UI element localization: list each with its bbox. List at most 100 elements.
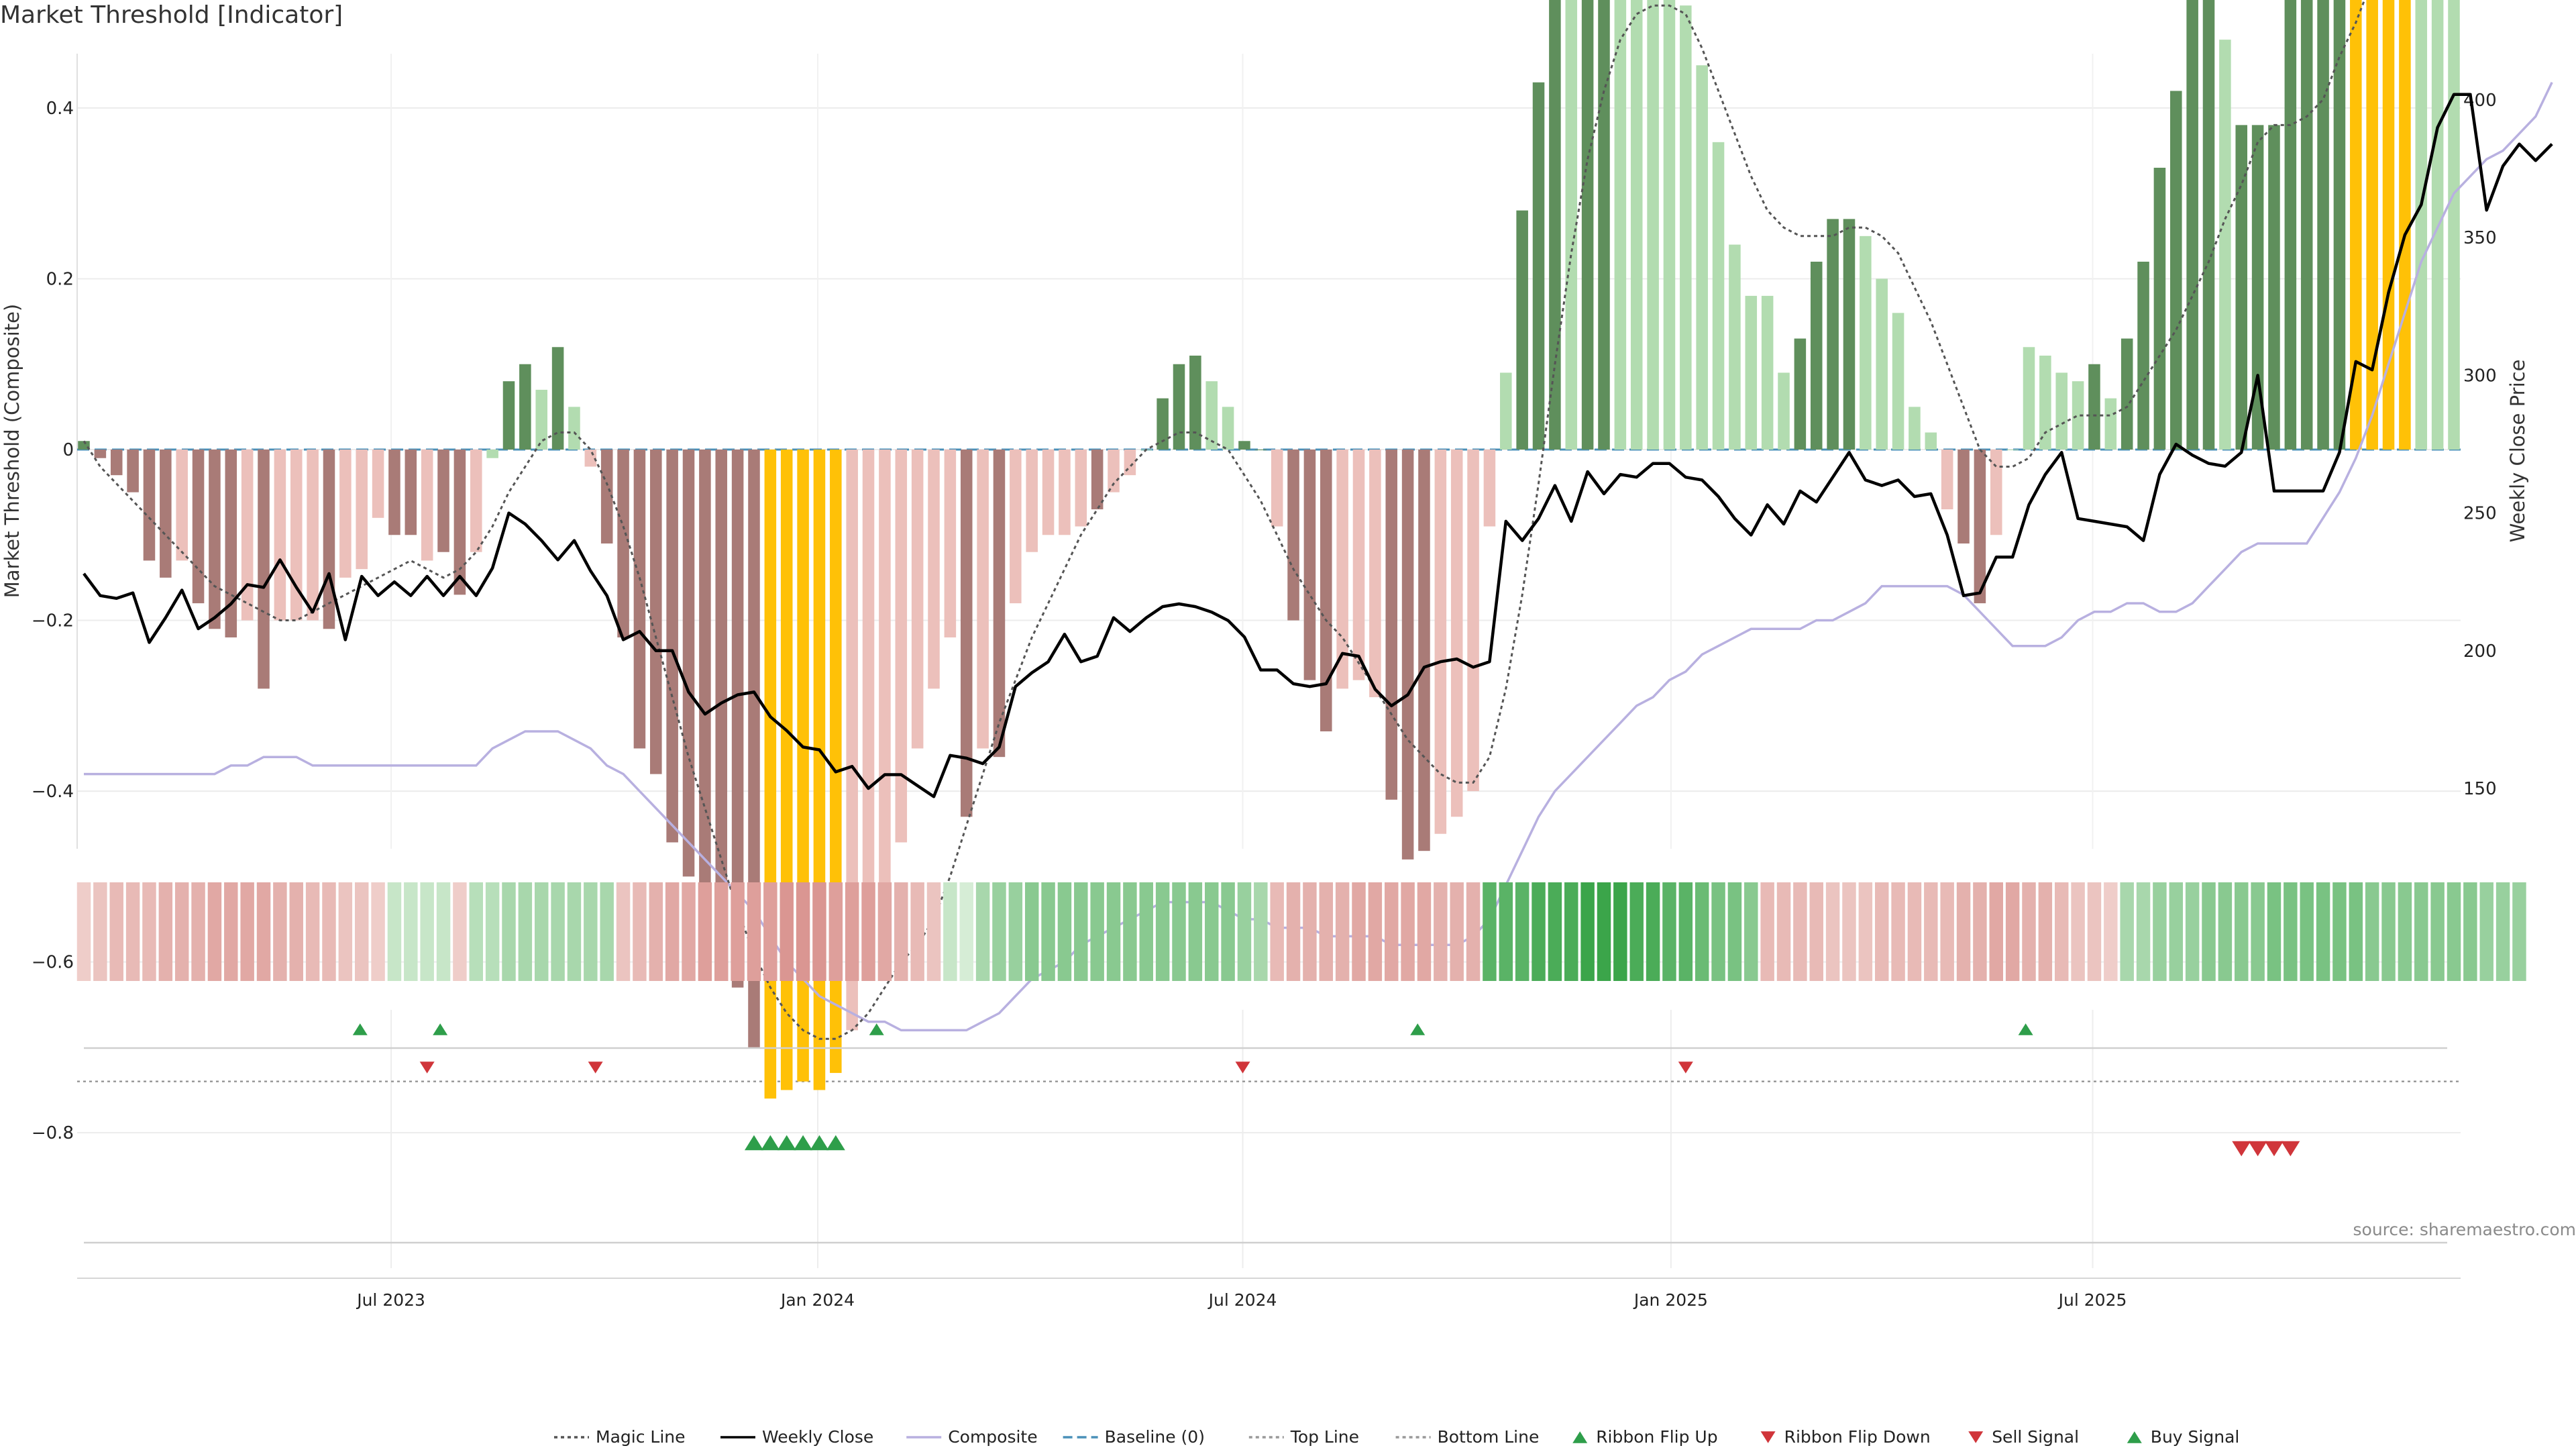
y-tick-label: −0.4 [32,782,74,802]
bar-17 [356,450,368,570]
legend-swatch [1572,1431,1588,1443]
bar-25 [486,450,498,458]
bar-94 [1614,0,1627,450]
ribbon-cell-114 [1940,882,1954,981]
y-tick-label: −0.8 [32,1123,74,1143]
bar-4 [143,450,156,561]
bar-61 [1075,450,1087,527]
ribbon-cell-147 [2479,882,2493,981]
ribbon-cell-39 [714,882,729,981]
bar-30 [568,407,580,450]
bar-107 [1827,219,1839,450]
bar-141 [2382,0,2395,450]
bar-49 [879,450,891,937]
legend-label: Buy Signal [2151,1427,2240,1447]
legend-label: Top Line [1290,1427,1359,1447]
bar-56 [993,450,1006,758]
ribbon-cell-56 [992,882,1006,981]
ribbon-cell-19 [387,882,402,981]
y-tick-label: −0.2 [32,611,74,631]
bar-115 [1957,450,1970,543]
ribbon-cell-127 [2153,882,2167,981]
sell-signal-marker [2248,1141,2267,1157]
bar-16 [339,450,352,578]
ribbon-flip-up-marker [352,1023,368,1035]
ribbon-cell-107 [1825,882,1840,981]
grid-group: 0.80.60.40.20−0.2−0.4−0.6−0.840035030025… [1,54,2529,1268]
bar-22 [437,450,449,552]
bar-48 [862,450,875,962]
bar-133 [2251,125,2264,450]
bar-28 [535,389,548,450]
bar-145 [2448,0,2460,450]
bar-137 [2317,0,2329,450]
ribbon-cell-22 [436,882,451,981]
composite-line [84,81,2553,1032]
ribbon-cell-149 [2512,882,2526,981]
ribbon-cell-6 [174,882,189,981]
bar-10 [241,450,254,621]
legend-label: Ribbon Flip Down [1784,1427,1931,1447]
ribbon-cell-67 [1172,882,1186,981]
legend-label: Bottom Line [1438,1427,1540,1447]
ribbon-cell-12 [273,882,287,981]
flip-row [84,1023,2447,1074]
bar-33 [617,450,629,637]
ribbon-flip-down-marker [588,1061,603,1074]
ribbon-cell-32 [600,882,614,981]
ribbon-cell-75 [1303,882,1317,981]
bar-73 [1271,450,1283,527]
ribbon-cell-44 [796,882,810,981]
sell-signal-marker [2281,1141,2300,1157]
bar-108 [1843,219,1856,450]
bar-142 [2399,0,2411,450]
bar-77 [1336,450,1348,689]
ribbon-cell-83 [1434,882,1448,981]
bar-102 [1745,295,1758,450]
ribbon-cell-145 [2447,882,2461,981]
y-tick-label: −0.6 [32,953,74,973]
ribbon-cell-52 [926,882,941,981]
ribbon-cell-49 [877,882,892,981]
bar-50 [895,450,908,843]
ribbon-flip-up-marker [1410,1023,1426,1035]
bar-40 [731,450,744,988]
bar-89 [1532,82,1545,450]
ribbon-cell-78 [1352,882,1366,981]
ribbon-cell-89 [1532,882,1546,981]
ribbon-cell-14 [305,882,320,981]
y2-tick-label: 150 [2463,779,2497,799]
bar-2 [110,450,123,476]
x-tick-label: Jul 2024 [1208,1290,1277,1310]
ribbon-cell-58 [1024,882,1039,981]
ribbon-cell-7 [191,882,205,981]
bar-59 [1042,450,1055,535]
ribbon-cell-101 [1727,882,1742,981]
x-tick-label: Jan 2024 [780,1290,855,1310]
ribbon-cell-80 [1385,882,1399,981]
bar-125 [2121,338,2133,450]
ribbon-cell-125 [2120,882,2134,981]
bar-70 [1222,407,1234,450]
ribbon-cell-63 [1106,882,1121,981]
y2-tick-label: 300 [2463,366,2497,386]
bar-114 [1941,450,1953,510]
bar-29 [551,347,564,450]
y2-axis-label: Weekly Close Price [2506,360,2529,543]
bar-119 [2023,347,2035,450]
bar-122 [2072,381,2084,450]
ribbon-cell-65 [1139,882,1153,981]
ribbon-flip-down-marker [1235,1061,1250,1074]
bar-39 [715,450,728,928]
ribbon-cell-34 [633,882,647,981]
ribbon-cell-108 [1842,882,1856,981]
legend-item-0: Magic Line [554,1427,686,1447]
ribbon-cell-18 [371,882,385,981]
bar-143 [2415,0,2428,450]
ribbon-cell-110 [1874,882,1889,981]
ribbon-cell-13 [289,882,303,981]
ribbon-cell-132 [2235,882,2249,981]
x-tick-label: Jan 2025 [1633,1290,1708,1310]
bar-113 [1925,432,1937,450]
ribbon-cell-20 [404,882,418,981]
